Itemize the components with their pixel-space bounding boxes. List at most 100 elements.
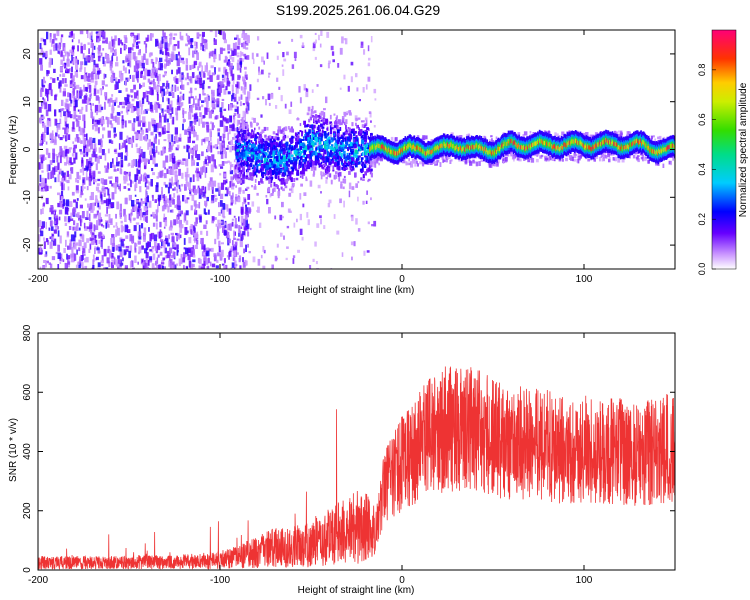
spectrogram-cell [281, 172, 284, 177]
spectrogram-cell [250, 144, 254, 149]
spectrogram-cell [63, 145, 68, 149]
spectrogram-cell [75, 190, 80, 194]
spectrogram-cell [121, 120, 124, 129]
spectrogram-cell [218, 67, 221, 72]
spectrogram-cell [110, 161, 113, 168]
spectrogram-cell [233, 244, 236, 248]
spectrogram-cell [237, 133, 239, 139]
spectrogram-cell [178, 258, 182, 265]
spectrogram-cell [108, 101, 111, 107]
spectrogram-cell [321, 116, 323, 121]
spectrogram-cell [198, 106, 201, 111]
spectrogram-cell [207, 86, 211, 89]
spectrogram-cell [91, 116, 95, 120]
spectrogram-cell [42, 122, 46, 128]
spectrogram-cell [150, 232, 155, 240]
spectrogram-cell [211, 216, 215, 222]
spectrogram-cell [47, 240, 49, 245]
spectrogram-cell [364, 171, 367, 176]
spectrogram-cell [320, 147, 322, 151]
spectrogram-cell [46, 132, 49, 135]
spectrogram-cell [225, 187, 227, 191]
spectrogram-cell [192, 125, 195, 131]
spectrogram-cell [237, 180, 240, 184]
spectrogram-cell [291, 135, 294, 140]
spectrogram-cell [283, 235, 285, 240]
spectrogram-cell [173, 242, 177, 248]
spectrogram-cell [190, 250, 193, 257]
spectrogram-cell [288, 126, 290, 130]
spectrogram-cell [251, 52, 254, 60]
spectrogram-cell [285, 153, 289, 157]
spectrogram-cell [244, 41, 247, 44]
spectrogram-cell [363, 134, 367, 140]
spectrogram-cell [240, 226, 243, 229]
spectrogram-cell [111, 100, 115, 103]
spectrogram-cell [94, 248, 96, 254]
spectrogram-cell [262, 172, 265, 175]
spectrogram-cell [119, 249, 123, 258]
spectrogram-cell [274, 136, 278, 141]
spectrogram-cell [275, 133, 279, 136]
spectrogram-cell [176, 249, 179, 256]
spectrogram-cell [203, 208, 206, 215]
spectrogram-cell [369, 169, 372, 175]
spectrogram-cell [235, 46, 239, 50]
spectrogram-cell [326, 31, 330, 38]
spectrogram-cell [365, 143, 369, 148]
spectrogram-cell [172, 141, 175, 147]
spectrogram-cell [95, 95, 99, 101]
spectrogram-cell [118, 143, 121, 150]
spectrogram-cell [54, 177, 57, 183]
spectrogram-cell [289, 188, 292, 191]
spectrogram-cell [156, 264, 159, 269]
spectrogram-cell [343, 74, 346, 80]
spectrogram-cell [113, 225, 116, 228]
spectrogram-cell [561, 131, 565, 136]
spectrogram-cell [169, 225, 173, 229]
spectrogram-cell [233, 159, 236, 163]
spectrogram-cell [97, 202, 100, 208]
spectrogram-cell [308, 150, 312, 153]
spectrogram-cell [213, 159, 216, 167]
spectrogram-cell [231, 262, 235, 268]
spectrogram-cell [183, 247, 186, 250]
spectrogram-cell [309, 134, 311, 140]
spectrogram-cell [366, 168, 369, 173]
spectrogram-cell [230, 176, 234, 184]
spectrogram-cell [338, 176, 341, 182]
spectrogram-cell [348, 157, 352, 162]
spectrogram-cell [408, 158, 410, 162]
spectrogram-cell [169, 194, 172, 201]
spectrogram-cell [138, 120, 143, 123]
spectrogram-cell [111, 105, 114, 114]
spectrogram-cell [119, 259, 122, 267]
spectrogram-cell [223, 265, 226, 269]
spectrogram-cell [63, 62, 67, 66]
spectrogram-cell [282, 143, 286, 147]
spectrogram-cell [331, 138, 334, 142]
spectrogram-cell [93, 170, 96, 178]
spectrogram-cell [253, 117, 256, 123]
spectrogram-cell [246, 156, 249, 161]
spectrogram-cell [348, 127, 351, 132]
spectrogram-cell [373, 220, 377, 227]
spectrogram-cell [86, 176, 90, 181]
spectrogram-cell [96, 247, 100, 251]
spectrogram-cell [214, 217, 217, 220]
spectrogram-cell [194, 209, 196, 213]
spectrogram-cell [558, 159, 562, 162]
spectrogram-cell [295, 177, 299, 181]
spectrogram-cell [236, 238, 240, 241]
spectrogram-cell [186, 266, 188, 269]
spectrogram-cell [135, 132, 139, 136]
spectrogram-cell [328, 60, 331, 64]
spectrogram-cell [510, 150, 512, 155]
spectrogram-cell [63, 63, 67, 69]
spectrogram-cell [222, 147, 226, 154]
spectrogram-cell [83, 154, 86, 157]
spectrogram-cell [246, 146, 250, 151]
spectrogram-cell [221, 209, 225, 217]
spectrogram-cell [64, 115, 68, 122]
spectrogram-cell [315, 148, 317, 151]
